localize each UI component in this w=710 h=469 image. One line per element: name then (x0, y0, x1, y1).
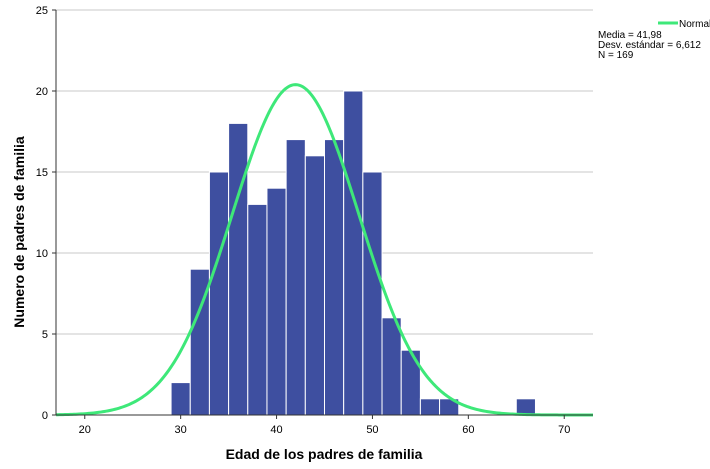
y-axis-title: Numero de padres de familia (11, 136, 27, 328)
tick-labels: 0 5 10 15 20 25 20 30 40 50 60 70 (36, 5, 571, 436)
y-tick-label-25: 25 (36, 5, 48, 17)
y-tick-label-20: 20 (36, 86, 48, 98)
stats-n: N = 169 (598, 50, 634, 61)
y-tick-label-5: 5 (42, 329, 48, 341)
histogram-bar-35 (228, 122, 249, 416)
histogram-bar-39 (266, 187, 287, 416)
x-tick-label-70: 70 (558, 424, 570, 436)
legend: Normal (658, 19, 710, 30)
histogram-bar-29 (170, 382, 191, 416)
histogram-bar-49 (362, 171, 383, 416)
histogram-bar-41 (285, 139, 306, 416)
histogram-bar-55 (419, 398, 441, 416)
y-tick-label-15: 15 (36, 167, 48, 179)
x-axis-title: Edad de los padres de familia (226, 446, 423, 462)
normal-curve-layer (55, 83, 593, 417)
histogram-bar-43 (304, 155, 326, 416)
x-tick-label-30: 30 (175, 424, 187, 436)
x-tick-label-60: 60 (462, 424, 474, 436)
y-tick-label-10: 10 (36, 248, 48, 260)
stats-box: Media = 41,98 Desv. estándar = 6,612 N =… (598, 30, 701, 61)
y-tick-label-0: 0 (42, 410, 48, 422)
x-tick-label-40: 40 (270, 424, 282, 436)
histogram-bar-53 (400, 349, 421, 416)
stats-sd: Desv. estándar = 6,612 (598, 40, 701, 51)
x-tick-label-50: 50 (366, 424, 378, 436)
histogram-bar-45 (324, 139, 345, 416)
normal-curve-line (55, 83, 593, 417)
histogram-bar-33 (208, 171, 230, 416)
histogram-bar-51 (381, 317, 402, 416)
histogram-bar-47 (343, 90, 364, 416)
x-tick-label-20: 20 (79, 424, 91, 436)
legend-normal-label: Normal (679, 19, 710, 30)
histogram-bar-37 (247, 203, 268, 416)
axes (55, 10, 593, 416)
histogram-bar-65 (515, 398, 536, 416)
stats-mean: Media = 41,98 (598, 30, 662, 41)
